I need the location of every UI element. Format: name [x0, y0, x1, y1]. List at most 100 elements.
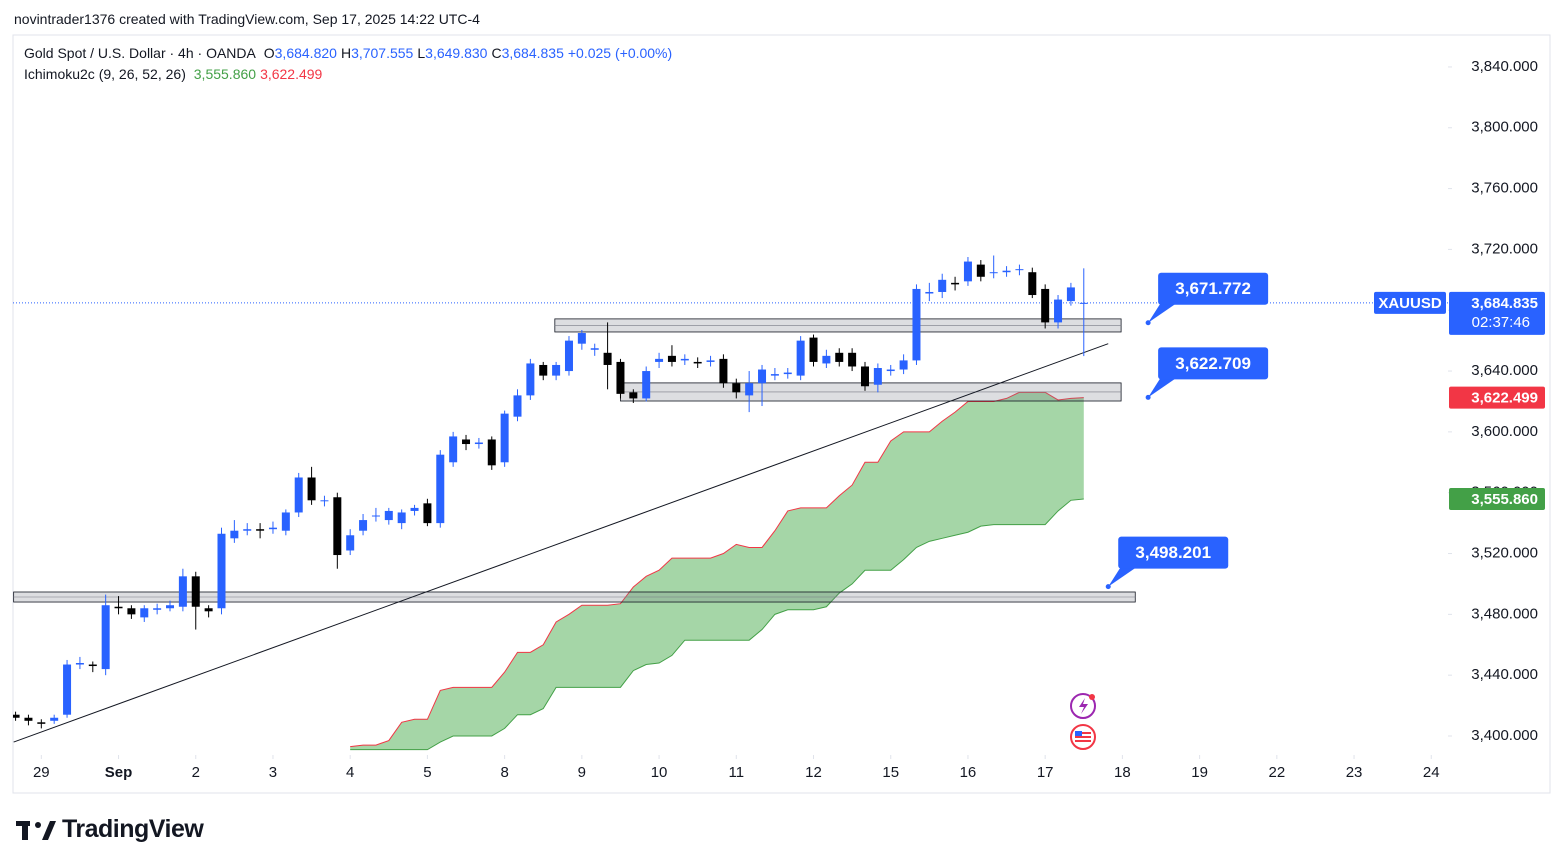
indicator-tag [1449, 487, 1545, 510]
ohlc-value: 3,684.820 [274, 45, 337, 61]
candle-body [487, 439, 496, 466]
y-tick-label: 3,440.000 [1471, 666, 1538, 683]
candle-body [603, 352, 612, 365]
x-tick-label: 9 [578, 764, 586, 781]
y-tick-label: 3,480.000 [1471, 605, 1538, 622]
ohlc-value: 3,707.555 [351, 45, 414, 61]
candle-body [153, 608, 162, 610]
candle-body [268, 527, 277, 530]
x-tick-label: 29 [33, 764, 50, 781]
indicator-name: Ichimoku2c (9, 26, 52, 26) [24, 66, 186, 82]
callout-box [1158, 272, 1269, 305]
candle-body [294, 477, 303, 513]
callout-pointer [1148, 375, 1181, 398]
icons [1070, 693, 1096, 750]
candle-body [37, 722, 46, 724]
x-tick-label: 22 [1268, 764, 1285, 781]
candle-body [333, 497, 342, 556]
candle-body [1002, 270, 1011, 273]
candle-body [500, 413, 509, 463]
candle-body [873, 368, 882, 385]
price-tag [1449, 291, 1545, 335]
candle-body [886, 369, 895, 372]
candle-body [577, 333, 586, 344]
candle-body [680, 358, 689, 361]
x-tick-label: 18 [1114, 764, 1131, 781]
symbol-tag-label: XAUUSD [1378, 295, 1442, 312]
candle-body [758, 369, 767, 384]
x-tick-label: 12 [805, 764, 822, 781]
x-tick-label: 24 [1423, 764, 1440, 781]
x-tick-label: 10 [651, 764, 668, 781]
candle-body [256, 529, 265, 531]
candle-body [50, 717, 59, 721]
candle-body [938, 279, 947, 292]
change: +0.025 (+0.00%) [567, 45, 673, 61]
candle-body [976, 264, 985, 277]
candle-body [359, 520, 368, 531]
candle-body [1015, 269, 1024, 271]
candle-body [281, 512, 290, 531]
candle-body [127, 608, 136, 615]
y-tick-label: 3,720.000 [1471, 240, 1538, 257]
candle-body [436, 454, 445, 524]
candle-body [809, 337, 818, 362]
candle-body [166, 605, 175, 609]
candle-body [835, 352, 844, 362]
trendline [13, 343, 1109, 743]
symbol-title: Gold Spot / U.S. Dollar · 4h · OANDA [24, 45, 256, 61]
plot [13, 255, 1448, 751]
x-tick-label: Sep [105, 764, 133, 781]
candle-body [114, 606, 123, 609]
candle-body [1028, 272, 1037, 296]
callout-dot [1105, 584, 1111, 590]
y-tick-label: 3,840.000 [1471, 58, 1538, 75]
callout-pointer [1148, 300, 1181, 323]
candle-body [655, 358, 664, 362]
candle-body [423, 503, 432, 524]
price-tag-label: 3,684.835 [1471, 295, 1538, 312]
candle-body [178, 576, 187, 607]
x-tick-label: 16 [960, 764, 977, 781]
ohlc-key: C [491, 45, 502, 61]
indicator-tag [1449, 386, 1545, 409]
candle-body [1066, 287, 1075, 302]
indicator-legend: Ichimoku2c (9, 26, 52, 26) 3,555.860 3,62… [24, 66, 326, 82]
candle-body [384, 510, 393, 521]
candle-body [243, 529, 252, 531]
x-tick-label: 4 [346, 764, 354, 781]
y-tick-label: 3,600.000 [1471, 423, 1538, 440]
indicator-tag-label: 3,622.499 [1471, 390, 1538, 407]
x-tick-label: 17 [1037, 764, 1054, 781]
candle-body [796, 340, 805, 376]
candle-body [912, 288, 921, 361]
candle-body [75, 663, 84, 665]
candle-body [204, 608, 213, 612]
candle-body [371, 515, 380, 517]
candle-body [63, 664, 72, 715]
candle-body [693, 361, 702, 364]
callout-dot [1145, 320, 1151, 326]
candle-body [462, 439, 471, 445]
tv-logo [16, 821, 56, 840]
y-tick-label: 3,800.000 [1471, 119, 1538, 136]
x-tick-label: 8 [500, 764, 508, 781]
candle-body [963, 261, 972, 282]
candle-body [552, 364, 561, 376]
candle-body [474, 442, 483, 445]
candle-body [642, 371, 651, 399]
candle-body [191, 576, 200, 607]
candle-body [140, 608, 149, 618]
candle-body [925, 291, 934, 294]
candle-body [745, 383, 754, 396]
callout-label: 3,622.709 [1175, 354, 1251, 373]
candle-body [13, 714, 20, 718]
y-tick-label: 3,760.000 [1471, 180, 1538, 197]
candle-body [667, 355, 676, 362]
callout-label: 3,671.772 [1175, 279, 1251, 298]
candle-body [410, 507, 419, 511]
callout-box [1158, 347, 1269, 380]
candle-body [616, 361, 625, 394]
symbol-tag [1374, 291, 1446, 314]
